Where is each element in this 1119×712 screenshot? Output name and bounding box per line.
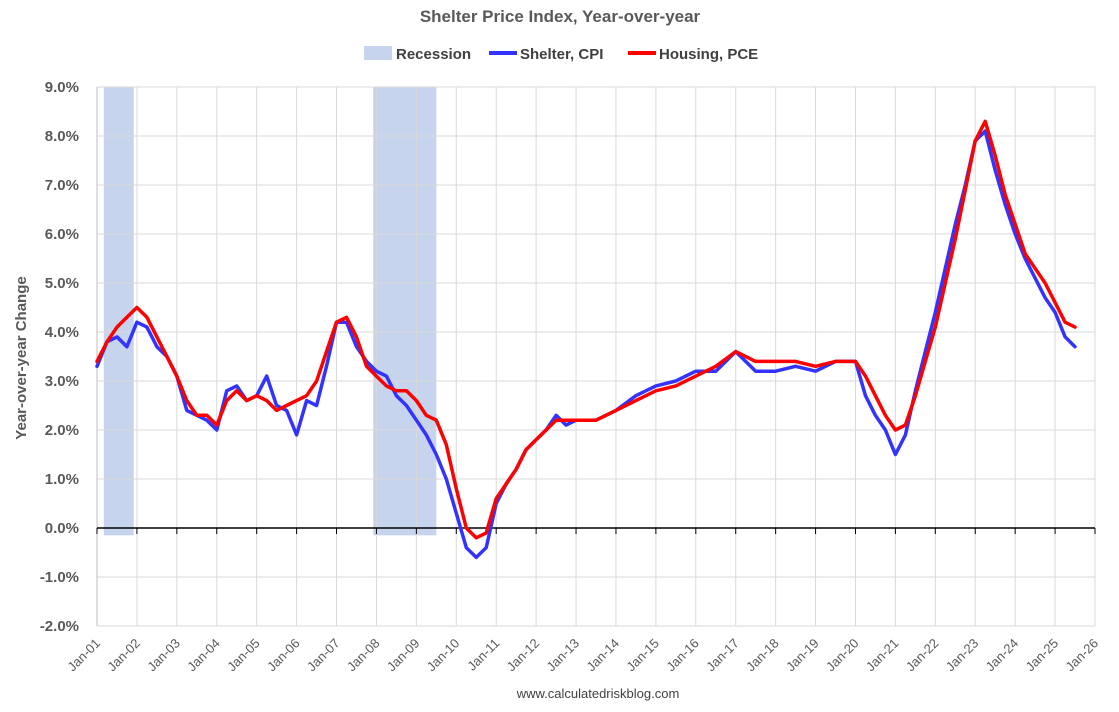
y-tick-label: -1.0% xyxy=(40,569,79,586)
legend-label-recession: Recession xyxy=(396,46,471,63)
y-tick-labels: -2.0% -1.0% 0.0% 1.0% 2.0% 3.0% 4.0% 5.0% 6.0% 7.… xyxy=(40,79,79,635)
y-tick-label: -2.0% xyxy=(40,618,79,635)
legend-label-housing-pce: Housing, PCE xyxy=(659,46,758,63)
legend-label-shelter-cpi: Shelter, CPI xyxy=(520,46,603,63)
y-tick-label: 8.0% xyxy=(45,128,79,145)
recession-band-1 xyxy=(103,87,134,536)
y-tick-label: 1.0% xyxy=(45,471,79,488)
y-tick-label: 9.0% xyxy=(45,79,79,96)
legend: Recession Shelter, CPI Housing, PCE xyxy=(364,46,758,63)
y-tick-label: 7.0% xyxy=(45,177,79,194)
y-tick-label: 0.0% xyxy=(45,520,79,537)
series-lines xyxy=(95,119,1077,560)
y-tick-label: 4.0% xyxy=(45,324,79,341)
chart-title: Shelter Price Index, Year-over-year xyxy=(420,7,701,26)
source-credit: www.calculatedriskblog.com xyxy=(516,686,680,701)
axes xyxy=(96,87,1096,626)
recession-band-2 xyxy=(373,87,437,536)
y-tick-label: 6.0% xyxy=(45,226,79,243)
series-line-housing-pce xyxy=(95,119,1077,540)
y-tick-label: 3.0% xyxy=(45,373,79,390)
y-axis-label: Year-over-year Change xyxy=(13,276,30,439)
legend-swatch-recession xyxy=(364,46,392,60)
y-tick-label: 2.0% xyxy=(45,422,79,439)
recession-bands xyxy=(103,87,437,536)
y-tick-label: 5.0% xyxy=(45,275,79,292)
